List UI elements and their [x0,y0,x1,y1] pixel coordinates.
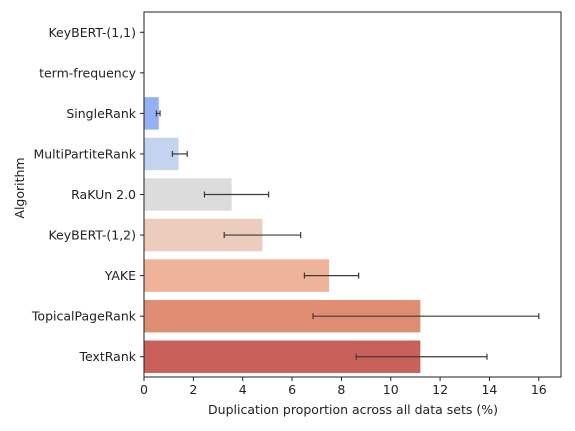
x-tick-label: 16 [531,382,547,397]
x-tick-label: 0 [140,382,148,397]
x-tick-label: 8 [337,382,345,397]
x-tick-label: 10 [383,382,399,397]
labels-layer: KeyBERT-(1,1) term-frequency SingleRank Mul… [31,25,547,397]
x-tick-label: 14 [481,382,497,397]
plot-frame [143,11,562,378]
bar [144,259,330,292]
x-tick-label: 2 [189,382,197,397]
x-tick-label: 6 [288,382,296,397]
y-tick-label: KeyBERT-(1,2) [48,228,136,243]
y-tick-label: TopicalPageRank [31,309,137,324]
y-tick-label: term-frequency [39,65,136,80]
y-tick-label: KeyBERT-(1,1) [48,25,136,40]
y-tick-label: YAKE [104,268,136,283]
y-axis-label: Algorithm [12,157,27,218]
axes-layer [140,11,562,381]
x-axis-label: Duplication proportion across all data s… [208,402,498,417]
y-tick-label: SingleRank [66,106,136,121]
x-tick-label: 4 [239,382,247,397]
y-tick-label: RaKUn 2.0 [71,187,136,202]
x-tick-label: 12 [432,382,448,397]
bar [144,97,159,130]
error-bars-layer [155,110,540,360]
y-tick-label: MultiPartiteRank [33,146,136,161]
y-tick-label: TextRank [78,349,136,364]
